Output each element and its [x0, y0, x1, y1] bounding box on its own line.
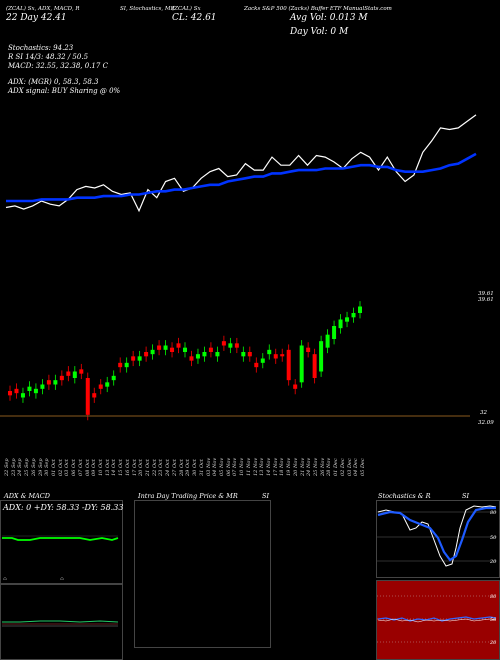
intraday-si: SI — [262, 492, 270, 500]
day-volume: Day Vol: 0 M — [290, 27, 349, 37]
adx-panel — [0, 500, 123, 584]
candle — [267, 349, 272, 355]
rsi-tick-50: 50 — [490, 617, 497, 623]
candle — [215, 352, 220, 357]
rsi-tick-20: 20 — [490, 640, 497, 646]
candle — [124, 362, 129, 368]
avg-volume: Avg Vol: 0.013 M — [290, 13, 368, 23]
candle — [202, 352, 207, 357]
candle — [247, 352, 252, 357]
candle — [234, 343, 239, 348]
candle — [176, 343, 181, 348]
moving-average-line — [6, 152, 477, 203]
candle — [170, 347, 175, 352]
candle — [208, 347, 213, 352]
adx-marker-1: ⌂ — [3, 576, 7, 582]
candle — [325, 334, 330, 348]
price-line — [5, 114, 477, 213]
rsi-tick-80: 80 — [490, 594, 497, 600]
candle — [8, 391, 12, 396]
stoch-si: SI — [462, 492, 470, 500]
candle — [345, 317, 350, 322]
adx-values: ADX: 0 +DY: 58.33 -DY: 58.33 — [3, 503, 124, 512]
tag-line-2: SI, Stochastics, MR — [120, 6, 175, 12]
adx-signal: ADX signal: BUY Sharing @ 0% — [8, 87, 121, 95]
candle — [312, 354, 317, 378]
candle — [72, 371, 77, 378]
candle — [79, 369, 84, 374]
close-line: CL: 42.61 — [172, 13, 217, 23]
candle — [137, 356, 142, 361]
price-label-top: 39.61 — [478, 291, 494, 297]
candle — [33, 388, 38, 394]
candle — [163, 345, 168, 350]
stoch-tick-80: 80 — [490, 510, 497, 516]
candle — [319, 341, 324, 372]
candle — [183, 347, 187, 352]
intraday-panel-title: Intra Day Trading Price & MR — [138, 492, 238, 500]
candle — [358, 306, 362, 313]
candle — [254, 362, 259, 368]
adx-panel-title: ADX & MACD — [4, 492, 50, 500]
candle — [144, 352, 149, 357]
stoch-panel-title: Stochastics & R — [378, 492, 431, 500]
candle — [280, 354, 285, 357]
candle — [189, 356, 194, 361]
adx-value: ADX: (MGR) 0, 58.3, 58.3 — [8, 78, 99, 86]
price-label-bottom: 32 — [480, 410, 487, 416]
candle — [40, 384, 45, 389]
candle — [299, 345, 304, 383]
candle — [46, 380, 51, 385]
candle — [111, 375, 116, 381]
tag-line-3: (ZCAL) Sx — [172, 6, 201, 12]
adx-marker-2: ⌂ — [60, 576, 64, 582]
tag-line: (ZCAL) Sx, ADX, MACD, R — [6, 6, 80, 12]
candle — [53, 380, 58, 385]
stochastics-value: Stochastics: 94.23 — [8, 44, 74, 52]
intraday-panel — [134, 500, 271, 648]
candle — [332, 326, 337, 339]
candle — [338, 319, 343, 329]
candle — [85, 378, 90, 415]
candle — [157, 345, 162, 350]
candle — [260, 358, 265, 363]
price-label-top-2: 39.61 — [478, 297, 494, 303]
candle — [286, 349, 291, 381]
stoch-tick-50: 50 — [490, 535, 497, 541]
candle — [131, 356, 136, 361]
candle — [92, 393, 97, 398]
candle — [293, 384, 298, 389]
candle — [59, 375, 64, 381]
price-label-bottom-2: 32.09 — [478, 420, 494, 426]
candle — [241, 352, 246, 357]
candle — [20, 393, 25, 398]
candle — [118, 362, 123, 368]
candle — [351, 313, 356, 318]
chart-title: Zacks S&P 500 (Zacks) Buffer ETF ManualS… — [244, 6, 392, 12]
candle — [150, 349, 155, 355]
date-line: 22 Day 42.41 — [6, 13, 67, 23]
candle — [27, 386, 32, 391]
candle — [195, 354, 200, 359]
candle — [306, 347, 311, 352]
candle — [14, 388, 19, 394]
candle — [98, 384, 103, 389]
stoch-tick-20: 20 — [490, 559, 497, 565]
candle — [228, 343, 233, 348]
candle — [221, 341, 226, 346]
candle — [105, 382, 110, 387]
candle — [66, 371, 71, 376]
macd-value: MACD: 32.55, 32.38, 0.17 C — [8, 62, 108, 70]
si-value: R SI 14/3: 48.32 / 50.5 — [8, 53, 89, 61]
candle — [273, 354, 278, 359]
